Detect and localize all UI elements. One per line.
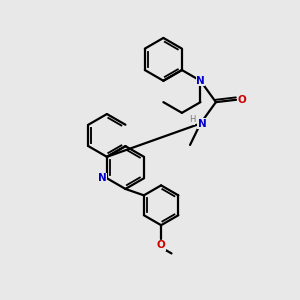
Text: O: O <box>238 95 246 105</box>
Text: N: N <box>196 76 205 86</box>
Text: N: N <box>198 118 206 128</box>
Text: N: N <box>98 173 107 183</box>
Text: O: O <box>157 240 166 250</box>
Text: H: H <box>189 116 195 124</box>
